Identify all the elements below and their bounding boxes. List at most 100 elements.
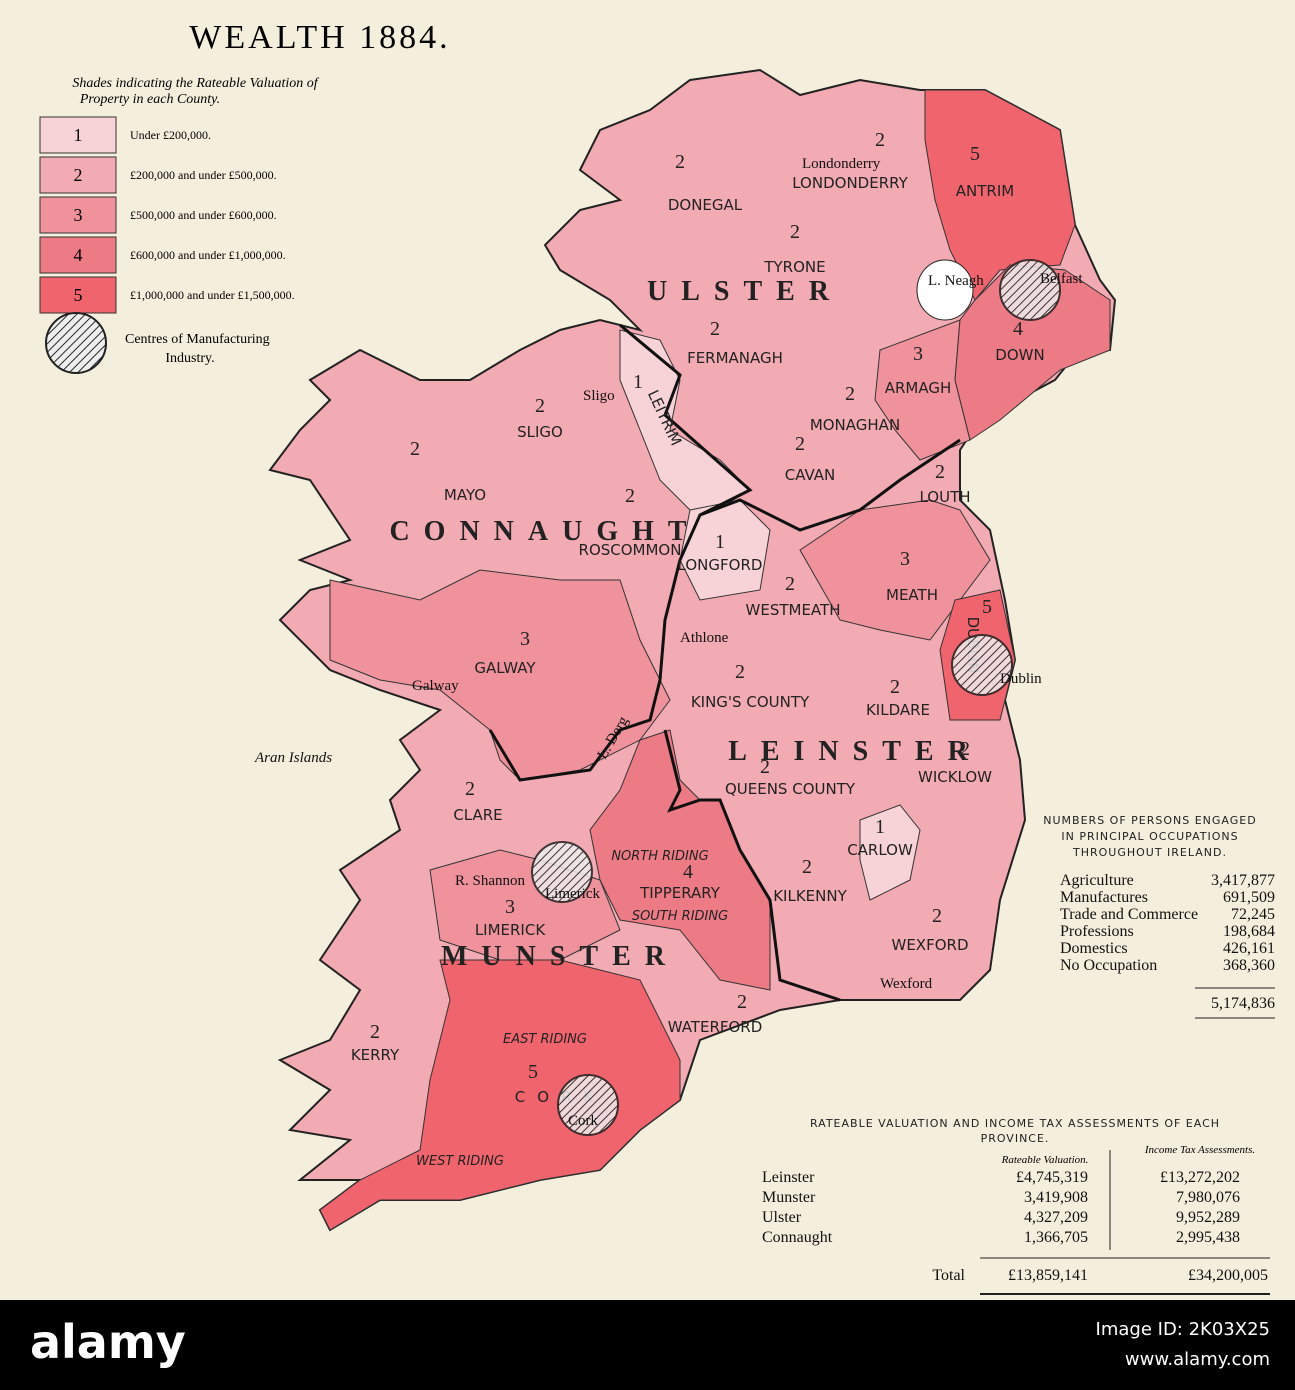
place-label: Limerick — [545, 886, 600, 902]
county-name: CLARE — [453, 806, 502, 824]
occupation-value: 691,509 — [1223, 889, 1275, 906]
county-name: SLIGO — [517, 423, 563, 441]
place-label: Wexford — [880, 976, 933, 992]
legend-level: 1 — [74, 125, 83, 145]
occupations-table: NUMBERS OF PERSONS ENGAGED IN PRINCIPAL … — [1043, 814, 1275, 1019]
county-level: 1 — [633, 371, 643, 393]
valuation-table: RATEABLE VALUATION AND INCOME TAX ASSESS… — [762, 1117, 1270, 1295]
riding-label: EAST RIDING — [503, 1032, 587, 1047]
county-name: KING'S COUNTY — [691, 693, 810, 711]
county-level: 2 — [760, 756, 770, 778]
legend-swatch — [39, 276, 117, 314]
occupation-value: 198,684 — [1223, 923, 1275, 940]
counties — [319, 89, 1111, 1231]
county-level: 2 — [790, 221, 800, 243]
county-name: CAVAN — [785, 466, 836, 484]
occupation-name: Professions — [1060, 923, 1134, 940]
occupation-name: No Occupation — [1060, 957, 1157, 974]
riding-label: SOUTH RIDING — [632, 909, 728, 924]
legend-level: 4 — [74, 245, 83, 265]
manufacturing-centre — [999, 259, 1061, 321]
table-title: IN PRINCIPAL OCCUPATIONS — [1061, 830, 1238, 843]
place-label: Aran Islands — [254, 750, 332, 766]
county-shape — [319, 959, 681, 1231]
legend-manufacturing-label: Centres of Manufacturing — [125, 332, 270, 347]
occupation-name: Manufactures — [1060, 889, 1148, 906]
occupation-value: 426,161 — [1223, 940, 1275, 957]
county-level: 5 — [982, 596, 992, 618]
occupation-name: Domestics — [1060, 940, 1128, 957]
county-level: 2 — [845, 383, 855, 405]
lough-neagh — [916, 259, 974, 321]
county-name: LONDONDERRY — [792, 174, 908, 192]
legend-label: £1,000,000 and under £1,500,000. — [130, 288, 295, 302]
county-shape — [924, 89, 1076, 301]
total-value: £13,859,141 — [1008, 1267, 1088, 1284]
county-name: WATERFORD — [668, 1018, 763, 1036]
county-level: 4 — [1013, 318, 1023, 340]
county-level: 2 — [410, 438, 420, 460]
manufacturing-centre — [531, 841, 593, 903]
county-level: 3 — [913, 343, 923, 365]
county-name: ARMAGH — [885, 379, 952, 397]
subtitle: Property in each County. — [79, 92, 220, 107]
manufacturing-centres — [531, 259, 1061, 1136]
watermark-brand: alamy — [30, 1315, 186, 1369]
legend-swatch — [39, 236, 117, 274]
county-name: CARLOW — [847, 841, 913, 859]
county-name: FERMANAGH — [687, 349, 783, 367]
legend-label: £200,000 and under £500,000. — [130, 168, 277, 182]
county-level: 2 — [465, 778, 475, 800]
province-label: MUNSTER — [441, 941, 679, 972]
county-level: 2 — [625, 485, 635, 507]
table-title: NUMBERS OF PERSONS ENGAGED — [1043, 814, 1256, 827]
riding-label: WEST RIDING — [416, 1154, 504, 1169]
county-level: 5 — [528, 1061, 538, 1083]
county-name: KILDARE — [866, 701, 930, 719]
watermark-id: Image ID: 2K03X25 — [1096, 1319, 1270, 1340]
province-name: Munster — [762, 1189, 816, 1206]
title: WEALTH 1884. — [189, 19, 450, 56]
manufacturing-centre — [557, 1074, 619, 1136]
occupations-total: 5,174,836 — [1211, 995, 1275, 1012]
occupation-value: 72,245 — [1231, 906, 1275, 923]
county-shape — [329, 569, 671, 781]
subtitle: Shades indicating the Rateable Valuation… — [72, 76, 319, 91]
county-name: KERRY — [351, 1046, 400, 1064]
county-name: GALWAY — [474, 659, 536, 677]
county-level: 5 — [970, 143, 980, 165]
rateable-valuation: 4,327,209 — [1024, 1209, 1088, 1226]
county-name: ANTRIM — [956, 182, 1014, 200]
province-boundary — [663, 729, 841, 1002]
column-header: Income Tax Assessments. — [1144, 1144, 1255, 1156]
county-name: WEXFORD — [892, 936, 969, 954]
county-name: DOWN — [995, 346, 1044, 364]
county-shape — [589, 729, 771, 991]
column-header: Rateable Valuation. — [1001, 1154, 1089, 1166]
county-labels: DONEGAL 2 LONDONDERRY 2 ANTRIM 5 TYRONE 2 FERMAN… — [351, 129, 1045, 1106]
place-label: Dublin — [1000, 671, 1042, 687]
riding-label: NORTH RIDING — [611, 849, 708, 864]
province-label: CONNAUGHT — [389, 516, 700, 547]
table-title: PROVINCE. — [981, 1132, 1050, 1145]
county-name: KILKENNY — [773, 887, 847, 905]
county-level: 2 — [735, 661, 745, 683]
watermark-bar — [0, 1300, 1295, 1390]
county-name: WICKLOW — [918, 768, 992, 786]
legend-label: Under £200,000. — [130, 128, 211, 142]
county-name: WESTMEATH — [746, 601, 841, 619]
place-label: Cork — [568, 1113, 599, 1129]
county-name: MONAGHAN — [810, 416, 900, 434]
county-shape — [859, 804, 921, 901]
manufacturing-centre — [951, 634, 1013, 696]
county-level: 1 — [715, 531, 725, 553]
county-level: 2 — [675, 151, 685, 173]
legend-label: £500,000 and under £600,000. — [130, 208, 277, 222]
county-level: 2 — [795, 433, 805, 455]
occupation-value: 368,360 — [1223, 957, 1275, 974]
county-level: 2 — [935, 461, 945, 483]
province-label: LEINSTER — [728, 736, 982, 767]
county-name: DONEGAL — [668, 196, 743, 214]
legend-manufacturing-label: Industry. — [165, 351, 214, 366]
